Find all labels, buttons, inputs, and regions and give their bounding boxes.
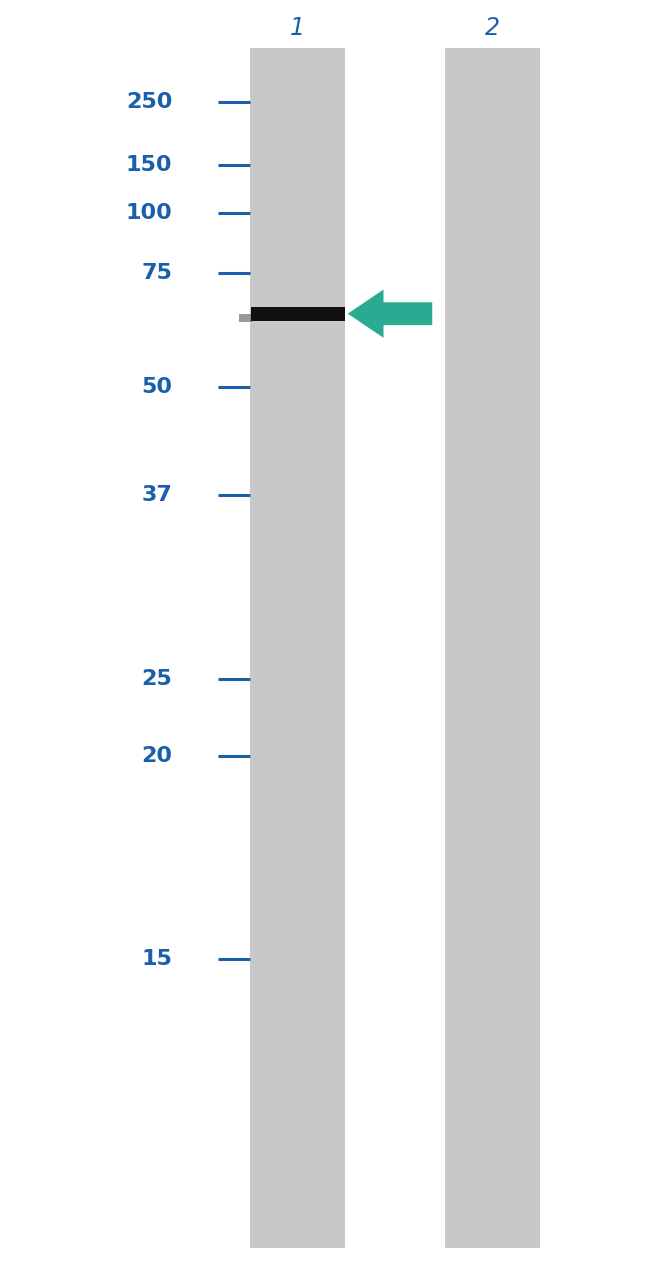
Text: 25: 25 bbox=[142, 669, 172, 690]
Text: 1: 1 bbox=[290, 17, 305, 39]
Bar bbox=[251, 306, 344, 320]
Text: 20: 20 bbox=[141, 745, 172, 766]
FancyArrow shape bbox=[348, 290, 432, 338]
Text: 100: 100 bbox=[125, 203, 172, 224]
Bar bbox=[239, 314, 252, 323]
Text: 150: 150 bbox=[125, 155, 172, 175]
Bar bbox=[445, 48, 540, 1248]
Text: 75: 75 bbox=[142, 263, 172, 283]
Text: 2: 2 bbox=[485, 17, 500, 39]
Text: 15: 15 bbox=[142, 949, 172, 969]
Text: 50: 50 bbox=[141, 377, 172, 398]
Text: 37: 37 bbox=[142, 485, 172, 505]
Text: 250: 250 bbox=[126, 91, 172, 112]
Bar bbox=[250, 48, 344, 1248]
